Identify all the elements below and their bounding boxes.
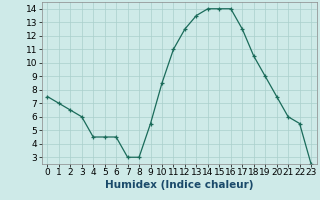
X-axis label: Humidex (Indice chaleur): Humidex (Indice chaleur) xyxy=(105,180,253,190)
